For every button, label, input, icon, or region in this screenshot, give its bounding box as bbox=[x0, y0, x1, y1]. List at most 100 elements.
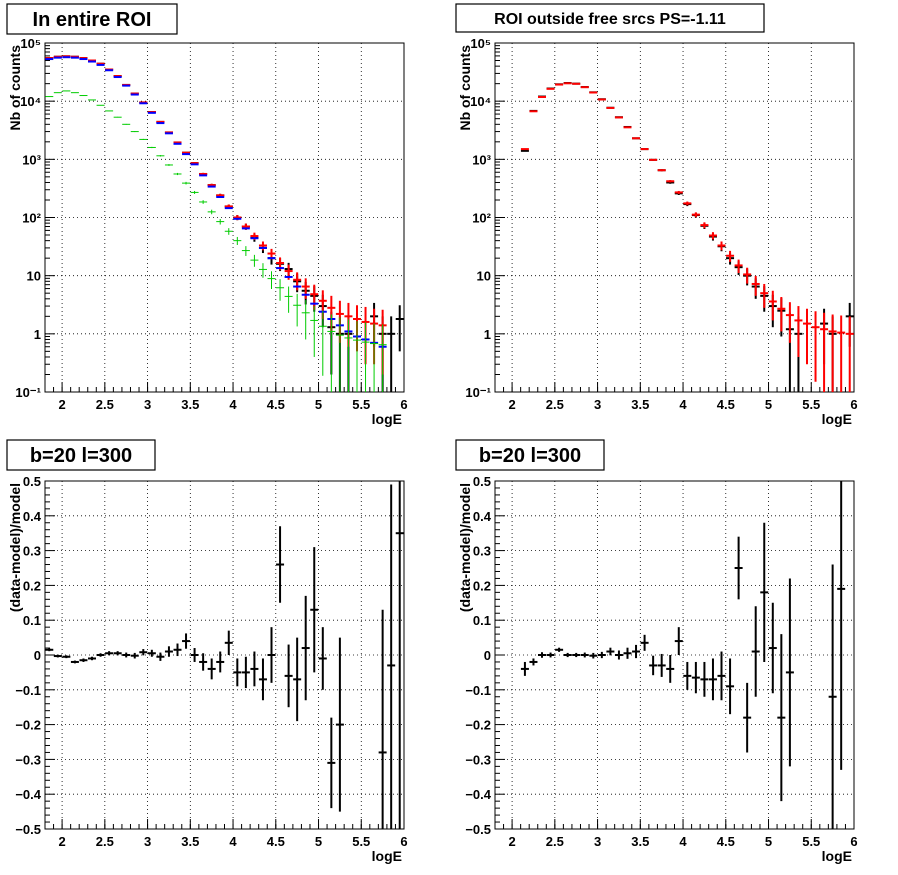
y-tick-label: 10⁻¹ bbox=[465, 385, 491, 400]
y-tick-label: 10³ bbox=[22, 152, 41, 167]
y-tick-label: 10⁴ bbox=[20, 94, 41, 109]
y-tick-label: −0.5 bbox=[465, 822, 491, 837]
x-axis-title: logE bbox=[372, 848, 402, 864]
x-tick-label: 4.5 bbox=[717, 397, 735, 412]
y-tick-label: −0.4 bbox=[15, 787, 41, 802]
panel-residuals-left: 2 2.5 3 3.5 4 4.5 5 5.5 6 −0.5 −0.4 −0.3 −0.2 −0.1 0 0.… bbox=[6, 439, 408, 864]
y-tick-label: −0.1 bbox=[465, 683, 491, 698]
y-tick-label: −0.5 bbox=[15, 822, 41, 837]
y-tick-label: 0.3 bbox=[473, 544, 491, 559]
x-tick-label: 5.5 bbox=[352, 397, 370, 412]
panel-counts-outside-srcs: 2 2.5 3 3.5 4 4.5 5 5.5 6 10⁻¹ 1 10 10² 10³ 10⁴ 10⁵ logE… bbox=[455, 3, 858, 427]
x-tick-label: 2 bbox=[58, 834, 65, 849]
title-box bbox=[6, 3, 178, 35]
y-tick-label: 10³ bbox=[472, 152, 491, 167]
x-tick-label: 2 bbox=[58, 397, 65, 412]
x-tick-label: 5 bbox=[315, 397, 322, 412]
title-box bbox=[455, 439, 605, 471]
x-tick-label: 2.5 bbox=[96, 397, 114, 412]
y-axis-title: Nb of counts bbox=[7, 45, 23, 131]
x-tick-label: 5 bbox=[765, 834, 772, 849]
y-tick-label: 10⁵ bbox=[20, 36, 41, 51]
y-tick-label: 10 bbox=[27, 269, 41, 284]
x-axis-title: logE bbox=[822, 848, 852, 864]
x-tick-label: 4 bbox=[679, 834, 687, 849]
x-tick-label: 5 bbox=[765, 397, 772, 412]
x-tick-label: 6 bbox=[850, 397, 857, 412]
x-tick-label: 3.5 bbox=[181, 834, 199, 849]
y-tick-label: −0.3 bbox=[465, 752, 491, 767]
x-tick-label: 4 bbox=[229, 397, 237, 412]
y-axis-title: Nb of counts bbox=[457, 45, 473, 131]
y-tick-label: 0.1 bbox=[23, 613, 41, 628]
chart-title: b=20 l=300 bbox=[479, 445, 581, 467]
x-tick-label: 6 bbox=[400, 834, 407, 849]
x-tick-label: 5.5 bbox=[802, 834, 820, 849]
series bbox=[45, 481, 404, 829]
x-tick-label: 5.5 bbox=[352, 834, 370, 849]
y-tick-label: 10⁴ bbox=[470, 94, 491, 109]
y-tick-label: −0.2 bbox=[465, 718, 491, 733]
chart-title: b=20 l=300 bbox=[30, 445, 132, 467]
series bbox=[520, 481, 846, 829]
x-tick-label: 2 bbox=[508, 834, 515, 849]
y-tick-label: −0.4 bbox=[465, 787, 491, 802]
y-tick-label: 10² bbox=[22, 211, 41, 226]
y-tick-label: 0 bbox=[484, 648, 491, 663]
x-tick-label: 2.5 bbox=[546, 834, 564, 849]
x-tick-label: 3 bbox=[144, 834, 151, 849]
y-tick-label: 0.4 bbox=[23, 509, 42, 524]
y-tick-label: 0.1 bbox=[473, 613, 491, 628]
x-tick-label: 4.5 bbox=[267, 834, 285, 849]
y-tick-label: 10⁵ bbox=[470, 36, 491, 51]
x-tick-label: 2.5 bbox=[96, 834, 114, 849]
x-tick-label: 4 bbox=[229, 834, 237, 849]
y-tick-label: 0.2 bbox=[23, 578, 41, 593]
series bbox=[520, 82, 854, 392]
x-tick-label: 5 bbox=[315, 834, 322, 849]
x-tick-label: 3 bbox=[144, 397, 151, 412]
x-tick-label: 3 bbox=[594, 834, 601, 849]
title-box bbox=[455, 3, 765, 33]
x-tick-label: 3.5 bbox=[181, 397, 199, 412]
series bbox=[45, 90, 387, 392]
y-tick-label: 0.4 bbox=[473, 509, 492, 524]
x-tick-label: 5.5 bbox=[802, 397, 820, 412]
x-tick-label: 2.5 bbox=[546, 397, 564, 412]
y-tick-label: 1 bbox=[484, 327, 491, 342]
y-axis-title: (data-model)/model bbox=[457, 483, 473, 612]
x-axis-title: logE bbox=[822, 411, 852, 427]
y-tick-label: 10² bbox=[472, 211, 491, 226]
y-tick-label: 0.5 bbox=[23, 474, 41, 489]
x-tick-label: 2 bbox=[508, 397, 515, 412]
y-tick-label: 0.5 bbox=[473, 474, 491, 489]
x-tick-label: 4.5 bbox=[267, 397, 285, 412]
plot-frame bbox=[494, 480, 855, 830]
y-tick-label: 0.3 bbox=[23, 544, 41, 559]
y-tick-label: 10⁻¹ bbox=[15, 385, 41, 400]
x-tick-label: 4.5 bbox=[717, 834, 735, 849]
plot-frame bbox=[44, 42, 405, 393]
x-tick-label: 6 bbox=[850, 834, 857, 849]
y-tick-label: 1 bbox=[34, 327, 41, 342]
y-axis-title: (data-model)/model bbox=[7, 483, 23, 612]
x-tick-label: 6 bbox=[400, 397, 407, 412]
x-axis-title: logE bbox=[372, 411, 402, 427]
x-tick-label: 3.5 bbox=[631, 834, 649, 849]
chart-title: In entire ROI bbox=[33, 9, 152, 31]
y-tick-label: 0.2 bbox=[473, 578, 491, 593]
y-tick-label: 0 bbox=[34, 648, 41, 663]
title-box bbox=[6, 439, 156, 471]
y-tick-label: −0.3 bbox=[15, 752, 41, 767]
y-tick-label: 10 bbox=[477, 269, 491, 284]
plot-frame bbox=[494, 42, 855, 393]
x-tick-label: 3.5 bbox=[631, 397, 649, 412]
chart-title: ROI outside free srcs PS=-1.11 bbox=[494, 11, 726, 28]
y-tick-label: −0.1 bbox=[15, 683, 41, 698]
panel-residuals-right: 2 2.5 3 3.5 4 4.5 5 5.5 6 −0.5 −0.4 −0.3 −0.2 −0.1 0 0.… bbox=[455, 439, 858, 864]
x-tick-label: 4 bbox=[679, 397, 687, 412]
panel-counts-entire-roi: 2 2.5 3 3.5 4 4.5 5 5.5 6 10⁻¹ 1 10 10² 10³ 10⁴ 10⁵ logE… bbox=[6, 3, 408, 427]
x-tick-label: 3 bbox=[594, 397, 601, 412]
y-tick-label: −0.2 bbox=[15, 718, 41, 733]
